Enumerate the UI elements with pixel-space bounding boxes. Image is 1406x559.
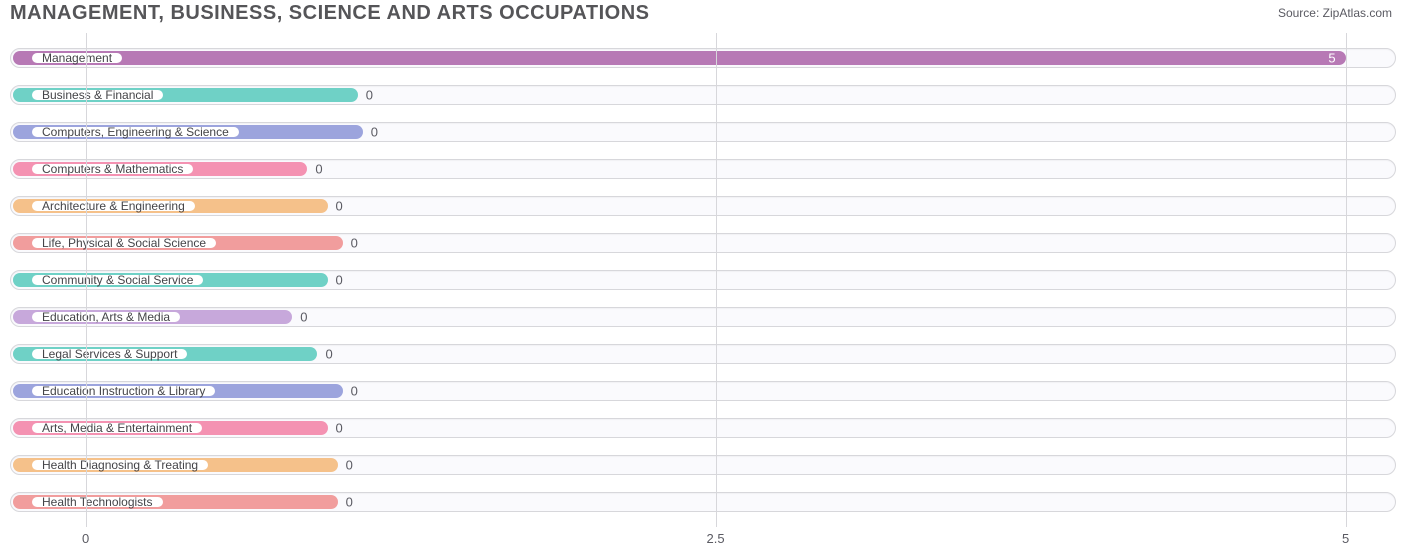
bar-value-label: 0 xyxy=(366,87,373,102)
bar-value-label: 0 xyxy=(336,421,343,436)
gridline xyxy=(1346,33,1347,527)
x-axis: 02.55 xyxy=(10,531,1396,549)
x-axis-tick-label: 0 xyxy=(82,531,89,546)
bar-value-label: 0 xyxy=(371,124,378,139)
chart-title: MANAGEMENT, BUSINESS, SCIENCE AND ARTS O… xyxy=(10,2,649,25)
gridline xyxy=(716,33,717,527)
bar-rows-container: Management5Business & Financial0Computer… xyxy=(10,33,1396,527)
chart-source: Source: ZipAtlas.com xyxy=(1278,6,1392,20)
bar-label-pill: Health Technologists xyxy=(32,497,163,507)
bar-label-pill: Community & Social Service xyxy=(32,275,203,285)
bar-label-pill: Management xyxy=(32,53,122,63)
bar-row: Health Diagnosing & Treating 0 xyxy=(10,451,1396,479)
bar-label-pill: Education Instruction & Library xyxy=(32,386,215,396)
bar-row: Computers, Engineering & Science 0 xyxy=(10,118,1396,146)
bar-row: Education, Arts & Media 0 xyxy=(10,303,1396,331)
bar-value-label: 0 xyxy=(351,235,358,250)
bar-row: Life, Physical & Social Science 0 xyxy=(10,229,1396,257)
bar-row: Health Technologists 0 xyxy=(10,488,1396,516)
x-axis-tick-label: 2.5 xyxy=(707,531,725,546)
bar-label-pill: Architecture & Engineering xyxy=(32,201,195,211)
x-axis-tick-label: 5 xyxy=(1342,531,1349,546)
gridline xyxy=(86,33,87,527)
bar-value-label: 0 xyxy=(346,495,353,510)
bar-row: Education Instruction & Library 0 xyxy=(10,377,1396,405)
bar-row: Management 5 xyxy=(10,44,1396,72)
bar-value-label: 0 xyxy=(300,309,307,324)
bar-value-label: 0 xyxy=(351,384,358,399)
bar-value-label: 0 xyxy=(315,161,322,176)
bar-label-pill: Arts, Media & Entertainment xyxy=(32,423,202,433)
bar-row: Architecture & Engineering 0 xyxy=(10,192,1396,220)
occupations-bar-chart: MANAGEMENT, BUSINESS, SCIENCE AND ARTS O… xyxy=(0,0,1406,559)
bar-row: Business & Financial 0 xyxy=(10,81,1396,109)
bar-label-pill: Computers, Engineering & Science xyxy=(32,127,239,137)
bar-value-label: 0 xyxy=(336,198,343,213)
bar-label-pill: Business & Financial xyxy=(32,90,163,100)
bar-value-label: 0 xyxy=(325,347,332,362)
bar-label-pill: Health Diagnosing & Treating xyxy=(32,460,208,470)
bar-fill xyxy=(13,51,1346,65)
bar-row: Arts, Media & Entertainment 0 xyxy=(10,414,1396,442)
bar-row: Community & Social Service 0 xyxy=(10,266,1396,294)
bar-value-label: 0 xyxy=(346,458,353,473)
bar-label-pill: Computers & Mathematics xyxy=(32,164,193,174)
bar-label-pill: Life, Physical & Social Science xyxy=(32,238,216,248)
bar-value-label: 5 xyxy=(1328,50,1335,65)
bar-label-pill: Education, Arts & Media xyxy=(32,312,180,322)
bar-row: Computers & Mathematics 0 xyxy=(10,155,1396,183)
bar-value-label: 0 xyxy=(336,272,343,287)
plot-area: Management5Business & Financial0Computer… xyxy=(10,33,1396,527)
bar-row: Legal Services & Support 0 xyxy=(10,340,1396,368)
bar-label-pill: Legal Services & Support xyxy=(32,349,187,359)
